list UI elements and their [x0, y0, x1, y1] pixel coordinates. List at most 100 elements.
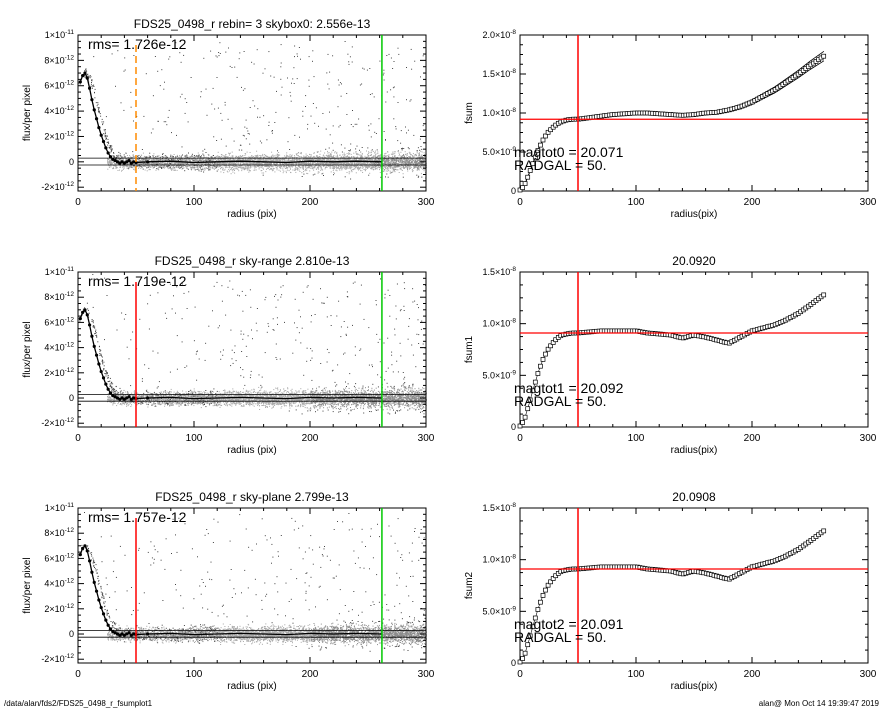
fsum-markers [517, 53, 827, 193]
x-tick-label: 200 [302, 197, 319, 208]
x-tick-label: 300 [418, 197, 435, 208]
profile-point [90, 98, 94, 102]
profile-point [78, 80, 82, 84]
fsum-marker [543, 587, 548, 593]
profile-point [81, 310, 85, 314]
fsum-marker [517, 187, 523, 193]
y-tick-label: 1.0×10-8 [482, 554, 516, 565]
fsum-marker [532, 154, 538, 160]
y-tick-label: 5.0×10-9 [482, 369, 516, 380]
y-tick-label: 8×10-12 [44, 527, 74, 538]
x-tick-label: 200 [302, 433, 319, 444]
fsum-marker [548, 343, 553, 349]
x-tick-label: 200 [744, 669, 761, 680]
fsum-marker [532, 379, 538, 385]
profile-point [108, 391, 113, 395]
radgal-annotation: RADGAL = 50. [514, 393, 606, 409]
y-tick-label: 1×10-11 [45, 502, 75, 513]
y-tick-label: 0 [69, 157, 74, 167]
axes-frame [77, 271, 427, 428]
profile-point [99, 369, 103, 374]
fsum-marker [550, 576, 556, 581]
y-axis-label: flux/per pixel [22, 85, 33, 141]
profile-point [134, 160, 138, 165]
fsum-marker [525, 174, 531, 180]
y-axis-label: flux/per pixel [22, 557, 33, 613]
x-tick-label: 0 [517, 197, 523, 208]
x-tick-label: 200 [744, 433, 761, 444]
y-tick-label: 1×10-11 [45, 29, 75, 40]
fsum-marker [545, 346, 551, 352]
y-tick-label: 1×10-11 [45, 266, 75, 277]
profile-point [101, 139, 106, 144]
x-axis-label: radius (pix) [227, 445, 276, 456]
x-tick-label: 200 [302, 669, 319, 680]
profile-point [106, 387, 110, 391]
chart-title: 20.0920 [672, 254, 716, 268]
fsum-marker [538, 363, 543, 369]
profile-point [108, 627, 113, 631]
profile-point [127, 395, 131, 399]
profile-point [83, 544, 87, 548]
chart-title: FDS25_0498_r sky-plane 2.799e-13 [155, 490, 349, 504]
x-tick-label: 100 [186, 433, 203, 444]
fsum-marker [548, 579, 553, 585]
chart-panel-4: 0 100 200 300 0 5.0×10-9 1.0×10-8 1.5×10-8 radiu… [464, 254, 877, 456]
y-tick-label: 2.0×10-8 [482, 29, 516, 40]
y-axis-label: fsum1 [464, 335, 475, 363]
footer-timestamp: alan@ Mon Oct 14 19:39:47 2019 [758, 699, 879, 708]
y-tick-label: 1.0×10-8 [482, 107, 516, 118]
y-tick-label: 6×10-12 [44, 552, 74, 563]
rms-annotation: rms= 1.726e-12 [88, 36, 187, 52]
profile-point [104, 618, 108, 622]
profile-point [97, 125, 101, 130]
fsum-marker [821, 292, 827, 298]
fsum-marker [522, 181, 528, 186]
x-tick-label: 100 [628, 197, 645, 208]
axes-frame [77, 34, 427, 192]
x-tick-label: 0 [75, 433, 81, 444]
radgal-annotation: RADGAL = 50. [514, 629, 606, 645]
y-tick-label: 4×10-12 [44, 105, 74, 116]
y-tick-label: 8×10-12 [44, 54, 74, 65]
fsum-marker [821, 53, 827, 59]
profile-point [88, 323, 92, 327]
profile-point [83, 71, 87, 75]
profile-point [88, 86, 92, 90]
profile-point [99, 133, 103, 137]
rms-annotation: rms= 1.757e-12 [88, 509, 187, 525]
profile-point [97, 598, 101, 602]
fsum-marker [538, 142, 543, 148]
fsum-marker [530, 161, 536, 167]
x-axis-label: radius(pix) [671, 681, 718, 692]
y-tick-label: 0 [511, 186, 516, 196]
x-tick-label: 100 [186, 197, 203, 208]
y-tick-label: 1.5×10-8 [482, 502, 516, 513]
profile-point [101, 376, 106, 380]
x-tick-label: 300 [860, 669, 877, 680]
y-tick-label: 1.5×10-8 [482, 266, 516, 277]
y-tick-label: 6×10-12 [44, 80, 74, 91]
profile-point [85, 76, 89, 80]
y-tick-label: 2×10-12 [44, 603, 74, 614]
profile-line [79, 544, 382, 637]
y-tick-label: 1.5×10-8 [482, 68, 516, 79]
fsum-marker [548, 127, 553, 133]
radgal-annotation: RADGAL = 50. [514, 157, 606, 173]
fsum-marker [540, 357, 546, 362]
x-axis-label: radius(pix) [671, 209, 718, 220]
x-tick-label: 200 [744, 197, 761, 208]
profile-point [106, 623, 110, 627]
chart-panel-1: 0 100 200 300-2×10-1202×10-124×10-126×10-12… [22, 17, 435, 220]
magtot-annotation: magtot2 = 20.091 [514, 616, 624, 632]
x-tick-label: 100 [628, 433, 645, 444]
fsum-marker [525, 642, 531, 648]
profile-point [85, 313, 89, 317]
x-axis-label: radius (pix) [227, 209, 276, 220]
profile-point [106, 151, 110, 155]
fsum-marker [540, 137, 546, 143]
fsum-marker [525, 406, 531, 412]
chart-title: 20.0908 [672, 490, 716, 504]
y-tick-label: -2×10-12 [41, 417, 74, 428]
fsum-marker [520, 185, 525, 190]
